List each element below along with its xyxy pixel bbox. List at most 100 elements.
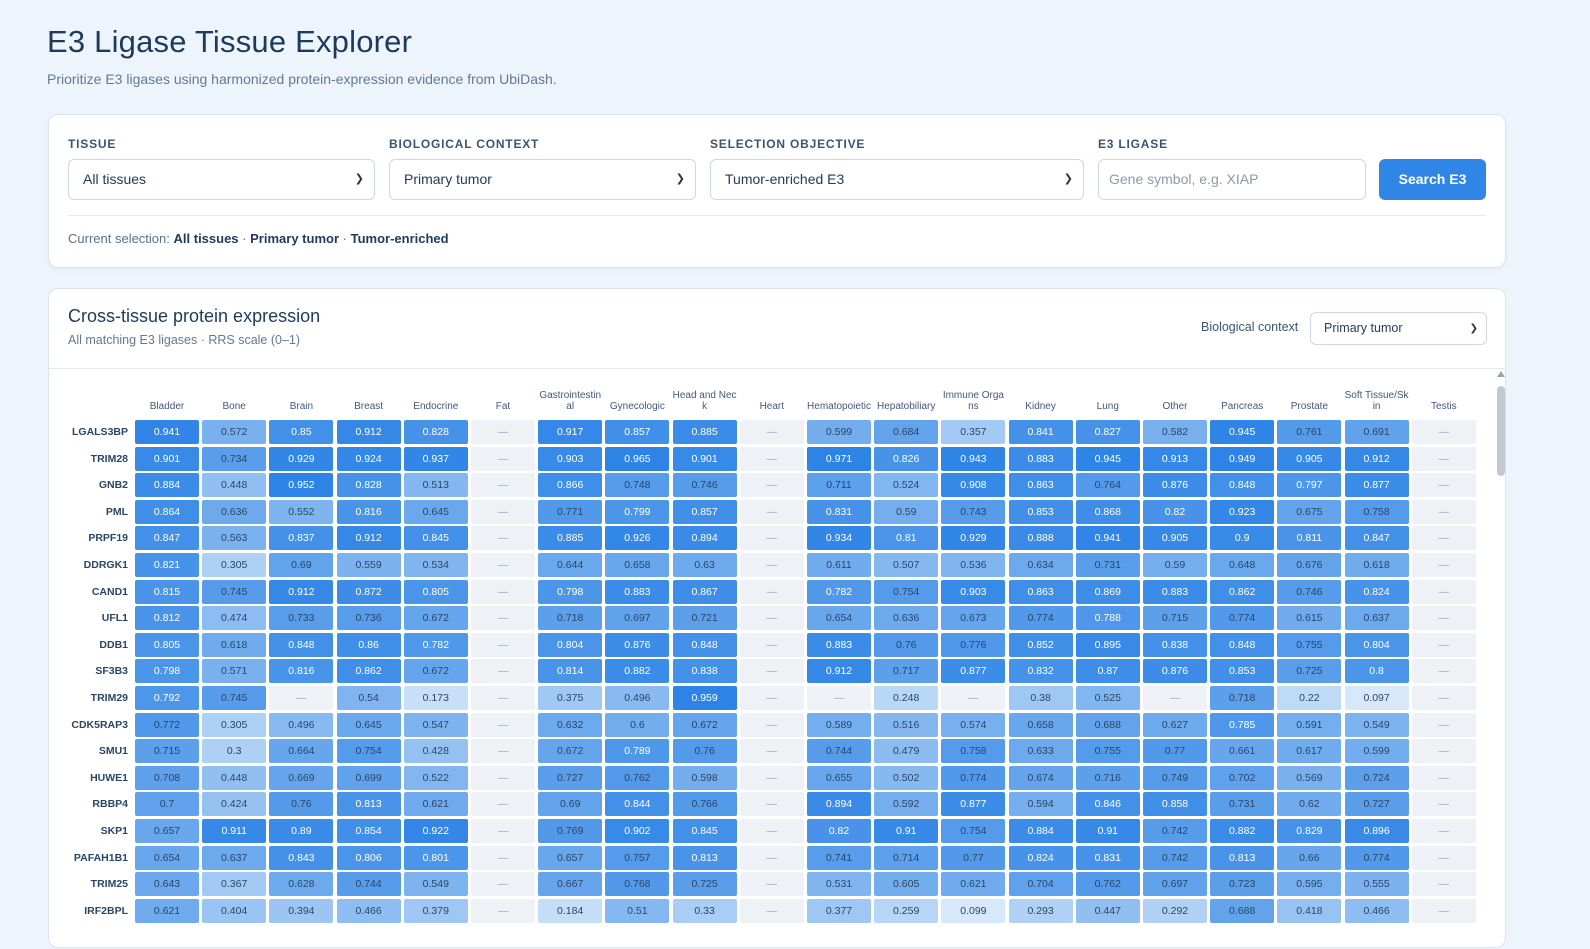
- heatmap-cell[interactable]: 0.248: [874, 686, 939, 710]
- heatmap-cell[interactable]: 0.599: [1344, 739, 1409, 764]
- heatmap-cell[interactable]: 0.634: [1008, 553, 1073, 577]
- heatmap-cell[interactable]: 0.945: [1210, 420, 1275, 444]
- heatmap-cell[interactable]: 0.971: [807, 446, 871, 471]
- heatmap-cell[interactable]: 0.761: [1277, 420, 1342, 444]
- heatmap-cell[interactable]: 0.905: [1143, 526, 1207, 551]
- heatmap-cell[interactable]: —: [471, 739, 535, 764]
- heatmap-cell[interactable]: 0.924: [336, 446, 401, 471]
- heatmap-cell[interactable]: 0.702: [1210, 765, 1275, 790]
- heatmap-cell[interactable]: 0.552: [269, 499, 334, 524]
- heatmap-cell[interactable]: 0.718: [538, 606, 603, 631]
- heatmap-cell[interactable]: 0.902: [605, 819, 670, 843]
- heatmap-cell[interactable]: —: [739, 845, 804, 870]
- heatmap-cell[interactable]: 0.697: [605, 606, 670, 631]
- heatmap-cell[interactable]: 0.531: [807, 872, 871, 897]
- heatmap-cell[interactable]: —: [471, 686, 535, 710]
- heatmap-cell[interactable]: 0.51: [605, 898, 670, 923]
- heatmap-cell[interactable]: 0.903: [941, 579, 1006, 604]
- heatmap-cell[interactable]: —: [1411, 712, 1476, 737]
- heatmap-cell[interactable]: —: [471, 499, 535, 524]
- heatmap-cell[interactable]: 0.697: [1143, 872, 1207, 897]
- heatmap-cell[interactable]: 0.85: [269, 420, 334, 444]
- heatmap-cell[interactable]: 0.516: [874, 712, 939, 737]
- heatmap-cell[interactable]: 0.934: [807, 526, 871, 551]
- heatmap-cell[interactable]: 0.912: [336, 526, 401, 551]
- heatmap-cell[interactable]: 0.903: [538, 446, 603, 471]
- heatmap-cell[interactable]: 0.717: [874, 659, 939, 684]
- search-e3-button[interactable]: Search E3: [1379, 159, 1486, 200]
- heatmap-cell[interactable]: —: [1411, 819, 1476, 843]
- heatmap-cell[interactable]: 0.8: [1344, 659, 1409, 684]
- heatmap-cell[interactable]: 0.627: [1143, 712, 1207, 737]
- heatmap-cell[interactable]: 0.547: [403, 712, 468, 737]
- heatmap-cell[interactable]: 0.863: [1008, 473, 1073, 498]
- heatmap-cell[interactable]: 0.876: [1143, 659, 1207, 684]
- heatmap-cell[interactable]: —: [1411, 499, 1476, 524]
- heatmap-cell[interactable]: 0.259: [874, 898, 939, 923]
- heatmap-cell[interactable]: 0.7: [135, 792, 199, 817]
- heatmap-cell[interactable]: 0.877: [941, 792, 1006, 817]
- heatmap-cell[interactable]: 0.847: [135, 526, 199, 551]
- heatmap-cell[interactable]: 0.691: [1344, 420, 1409, 444]
- heatmap-cell[interactable]: —: [1411, 792, 1476, 817]
- heatmap-cell[interactable]: 0.549: [1344, 712, 1409, 737]
- heatmap-cell[interactable]: 0.768: [605, 872, 670, 897]
- heatmap-cell[interactable]: 0.758: [1344, 499, 1409, 524]
- heatmap-cell[interactable]: 0.877: [1344, 473, 1409, 498]
- heatmap-cell[interactable]: 0.929: [269, 446, 334, 471]
- heatmap-cell[interactable]: 0.66: [1277, 845, 1342, 870]
- heatmap-cell[interactable]: 0.816: [269, 659, 334, 684]
- ligase-search-input[interactable]: Gene symbol, e.g. XIAP: [1098, 159, 1366, 200]
- heatmap-cell[interactable]: —: [1411, 898, 1476, 923]
- heatmap-cell[interactable]: 0.764: [1075, 473, 1140, 498]
- heatmap-cell[interactable]: 0.77: [941, 845, 1006, 870]
- heatmap-cell[interactable]: 0.733: [269, 606, 334, 631]
- heatmap-cell[interactable]: 0.883: [605, 579, 670, 604]
- heatmap-cell[interactable]: 0.721: [672, 606, 737, 631]
- heatmap-cell[interactable]: 0.569: [1277, 765, 1342, 790]
- heatmap-cell[interactable]: 0.715: [135, 739, 199, 764]
- heatmap-cell[interactable]: 0.857: [672, 499, 737, 524]
- heatmap-cell[interactable]: —: [739, 499, 804, 524]
- heatmap-cell[interactable]: 0.673: [941, 606, 1006, 631]
- heatmap-cell[interactable]: 0.293: [1008, 898, 1073, 923]
- heatmap-cell[interactable]: 0.862: [1210, 579, 1275, 604]
- heatmap-cell[interactable]: 0.852: [1008, 632, 1073, 657]
- heatmap-cell[interactable]: 0.657: [538, 845, 603, 870]
- heatmap-cell[interactable]: 0.804: [538, 632, 603, 657]
- heatmap-cell[interactable]: —: [471, 420, 535, 444]
- heatmap-cell[interactable]: 0.917: [538, 420, 603, 444]
- heatmap-cell[interactable]: 0.929: [941, 526, 1006, 551]
- heatmap-cell[interactable]: —: [739, 686, 804, 710]
- heatmap-cell[interactable]: 0.814: [538, 659, 603, 684]
- heatmap-cell[interactable]: —: [269, 686, 334, 710]
- heatmap-cell[interactable]: 0.913: [1143, 446, 1207, 471]
- heatmap-scrollbar[interactable]: [1497, 371, 1505, 949]
- heatmap-cell[interactable]: 0.826: [874, 446, 939, 471]
- heatmap-cell[interactable]: 0.864: [135, 499, 199, 524]
- heatmap-cell[interactable]: 0.848: [1210, 632, 1275, 657]
- heatmap-cell[interactable]: 0.798: [538, 579, 603, 604]
- heatmap-cell[interactable]: 0.91: [1075, 819, 1140, 843]
- heatmap-cell[interactable]: 0.76: [874, 632, 939, 657]
- heatmap-cell[interactable]: 0.379: [403, 898, 468, 923]
- heatmap-cell[interactable]: 0.688: [1210, 898, 1275, 923]
- heatmap-cell[interactable]: 0.882: [1210, 819, 1275, 843]
- heatmap-cell[interactable]: 0.3: [202, 739, 267, 764]
- heatmap-cell[interactable]: 0.38: [1008, 686, 1073, 710]
- heatmap-cell[interactable]: 0.832: [1008, 659, 1073, 684]
- heatmap-cell[interactable]: —: [1411, 632, 1476, 657]
- heatmap-cell[interactable]: 0.812: [135, 606, 199, 631]
- heatmap-cell[interactable]: —: [941, 686, 1006, 710]
- heatmap-cell[interactable]: 0.772: [135, 712, 199, 737]
- heatmap-cell[interactable]: 0.628: [269, 872, 334, 897]
- heatmap-cell[interactable]: —: [471, 659, 535, 684]
- heatmap-cell[interactable]: —: [471, 819, 535, 843]
- heatmap-cell[interactable]: 0.595: [1277, 872, 1342, 897]
- heatmap-cell[interactable]: 0.725: [672, 872, 737, 897]
- heatmap-cell[interactable]: 0.33: [672, 898, 737, 923]
- heatmap-cell[interactable]: 0.715: [1143, 606, 1207, 631]
- heatmap-cell[interactable]: 0.742: [1143, 819, 1207, 843]
- heatmap-cell[interactable]: 0.725: [1277, 659, 1342, 684]
- heatmap-cell[interactable]: —: [739, 898, 804, 923]
